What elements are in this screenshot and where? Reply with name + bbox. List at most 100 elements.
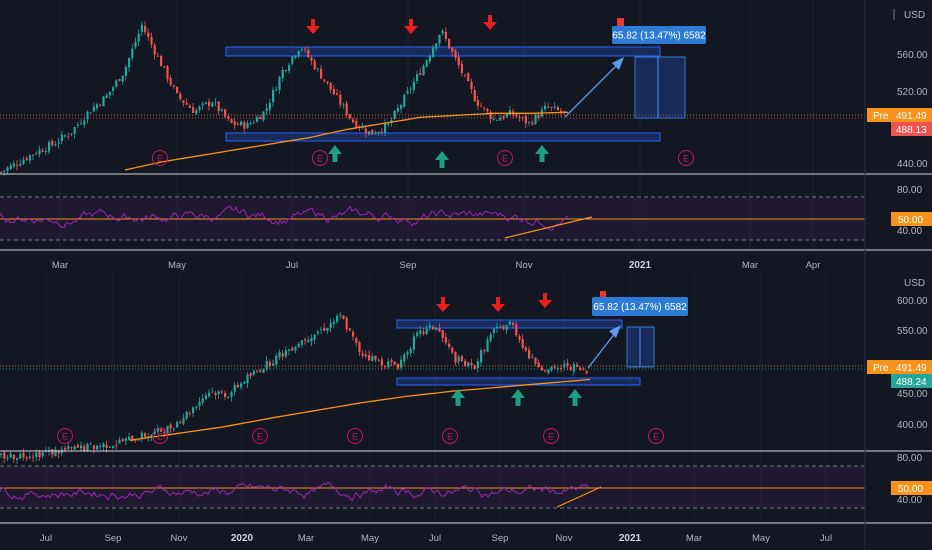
- bottom-earnings-marker-1[interactable]: E: [57, 428, 73, 444]
- bottom-rsi-pane[interactable]: 80.00 40.00 50.00: [0, 453, 932, 509]
- candle-body: [137, 33, 140, 42]
- bottom-earnings-marker-7[interactable]: E: [648, 428, 664, 444]
- top-down-arrow-3: [483, 15, 497, 30]
- candle-body: [12, 454, 15, 459]
- candle-body: [243, 382, 246, 384]
- bottom-time-label-5: May: [361, 533, 379, 544]
- top-resistance-zone[interactable]: [225, 46, 661, 57]
- top-rsi-level-badge: 50.00: [891, 212, 932, 226]
- candle-body: [473, 365, 476, 370]
- top-rsi-level: 50.00: [898, 215, 923, 226]
- candle-body: [176, 86, 179, 93]
- candle-body: [150, 434, 153, 438]
- top-earnings-label-4: E: [683, 154, 689, 164]
- candle-body: [310, 337, 313, 342]
- bottom-time-axis[interactable]: Jul Sep Nov 2020 Mar May Jul Sep Nov 202…: [40, 533, 832, 544]
- bottom-pre-label: Pre: [873, 363, 889, 374]
- candle-body: [265, 360, 268, 369]
- top-price-tick-0: 560.00: [897, 50, 928, 61]
- bottom-last-price-badge[interactable]: 488.24: [891, 374, 932, 388]
- candle-body: [585, 370, 588, 374]
- top-price-axis[interactable]: USD 560.00 520.00 440.00: [893, 9, 928, 170]
- bottom-earnings-marker-4[interactable]: E: [347, 428, 363, 444]
- top-support-zone[interactable]: [225, 132, 661, 142]
- candle-body: [377, 131, 380, 134]
- candle-body: [403, 354, 406, 362]
- candle-body: [284, 70, 287, 71]
- candle-body: [227, 116, 230, 119]
- candle-body: [313, 60, 316, 70]
- top-annotation-bubble[interactable]: [612, 26, 706, 44]
- candle-body: [124, 67, 127, 76]
- bottom-annotation-bubble[interactable]: [592, 297, 688, 316]
- candle-body: [416, 332, 419, 336]
- top-projection-arrow[interactable]: [564, 59, 623, 118]
- top-earnings-marker-3[interactable]: E: [497, 150, 513, 166]
- candle-body: [380, 131, 383, 133]
- bottom-earnings-label-2: E: [157, 432, 163, 442]
- candle-body: [246, 122, 249, 129]
- candle-body: [342, 315, 345, 319]
- top-time-axis[interactable]: Mar May Jul Sep Nov 2021 Mar Apr: [52, 260, 821, 271]
- bottom-earnings-marker-2[interactable]: E: [152, 428, 168, 444]
- candle-body: [208, 101, 211, 106]
- bottom-price-pane[interactable]: 65.82 (13.47%) 6582 E E E E E E E: [0, 291, 865, 464]
- top-rsi-pane[interactable]: 80.00 40.00 50.00: [0, 185, 932, 241]
- bottom-support-zone[interactable]: [396, 377, 641, 386]
- candle-body: [217, 391, 220, 395]
- bottom-pre-badge-label[interactable]: Pre: [867, 360, 891, 374]
- candle-body: [492, 328, 495, 334]
- candle-body: [220, 109, 223, 111]
- bottom-time-label-6: Jul: [429, 533, 441, 544]
- top-earnings-marker-4[interactable]: E: [678, 150, 694, 166]
- candle-body: [211, 102, 214, 107]
- top-earnings-label-1: E: [157, 154, 163, 164]
- top-earnings-marker-2[interactable]: E: [312, 150, 328, 166]
- candle-body: [144, 433, 147, 437]
- candle-body: [70, 133, 73, 135]
- candle-body: [454, 50, 457, 58]
- bottom-rsi-level: 50.00: [898, 484, 923, 495]
- candle-body: [48, 142, 51, 152]
- candle-body: [278, 352, 281, 357]
- candle-body: [54, 144, 57, 146]
- bottom-current-price-badge[interactable]: 491.49: [891, 360, 932, 374]
- top-current-price-badge[interactable]: 491.49: [891, 108, 932, 122]
- candle-body: [236, 384, 239, 388]
- candle-body: [496, 326, 499, 329]
- candle-body: [387, 123, 390, 125]
- candle-body: [284, 350, 287, 357]
- candle-body: [35, 452, 38, 458]
- candle-body: [393, 361, 396, 365]
- bottom-earnings-marker-5[interactable]: E: [442, 428, 458, 444]
- bottom-price-axis[interactable]: USD 600.00 550.00 450.00 400.00: [897, 278, 928, 431]
- bottom-earnings-marker-6[interactable]: E: [543, 428, 559, 444]
- candle-body: [483, 107, 486, 109]
- top-rsi-trendline[interactable]: [504, 216, 593, 239]
- top-last-price-badge[interactable]: 488.13: [891, 122, 932, 136]
- grid-layer: [45, 0, 827, 523]
- bottom-earnings-label-4: E: [352, 432, 358, 442]
- bottom-time-label-12: Jul: [820, 533, 832, 544]
- candle-body: [259, 117, 262, 120]
- candle-body: [540, 367, 543, 371]
- candle-body: [380, 359, 383, 366]
- top-pre-badge-label[interactable]: Pre: [867, 108, 891, 122]
- bottom-rsi-trendline[interactable]: [556, 486, 602, 508]
- candle-body: [121, 75, 124, 82]
- candle-body: [416, 74, 419, 81]
- bottom-earnings-marker-3[interactable]: E: [252, 428, 268, 444]
- candle-body: [371, 356, 374, 362]
- candle-body: [160, 429, 163, 432]
- top-measure-box[interactable]: [634, 56, 686, 119]
- candle-body: [198, 106, 201, 111]
- candle-body: [550, 367, 553, 371]
- top-earnings-marker-1[interactable]: E: [152, 150, 168, 166]
- candle-body: [44, 150, 47, 153]
- candle-body: [531, 122, 534, 125]
- top-price-pane[interactable]: 65.82 (13.47%) 6582 E E E E: [0, 15, 865, 177]
- candle-body: [224, 109, 227, 117]
- candle-body: [6, 167, 9, 171]
- top-moving-average: [124, 111, 569, 171]
